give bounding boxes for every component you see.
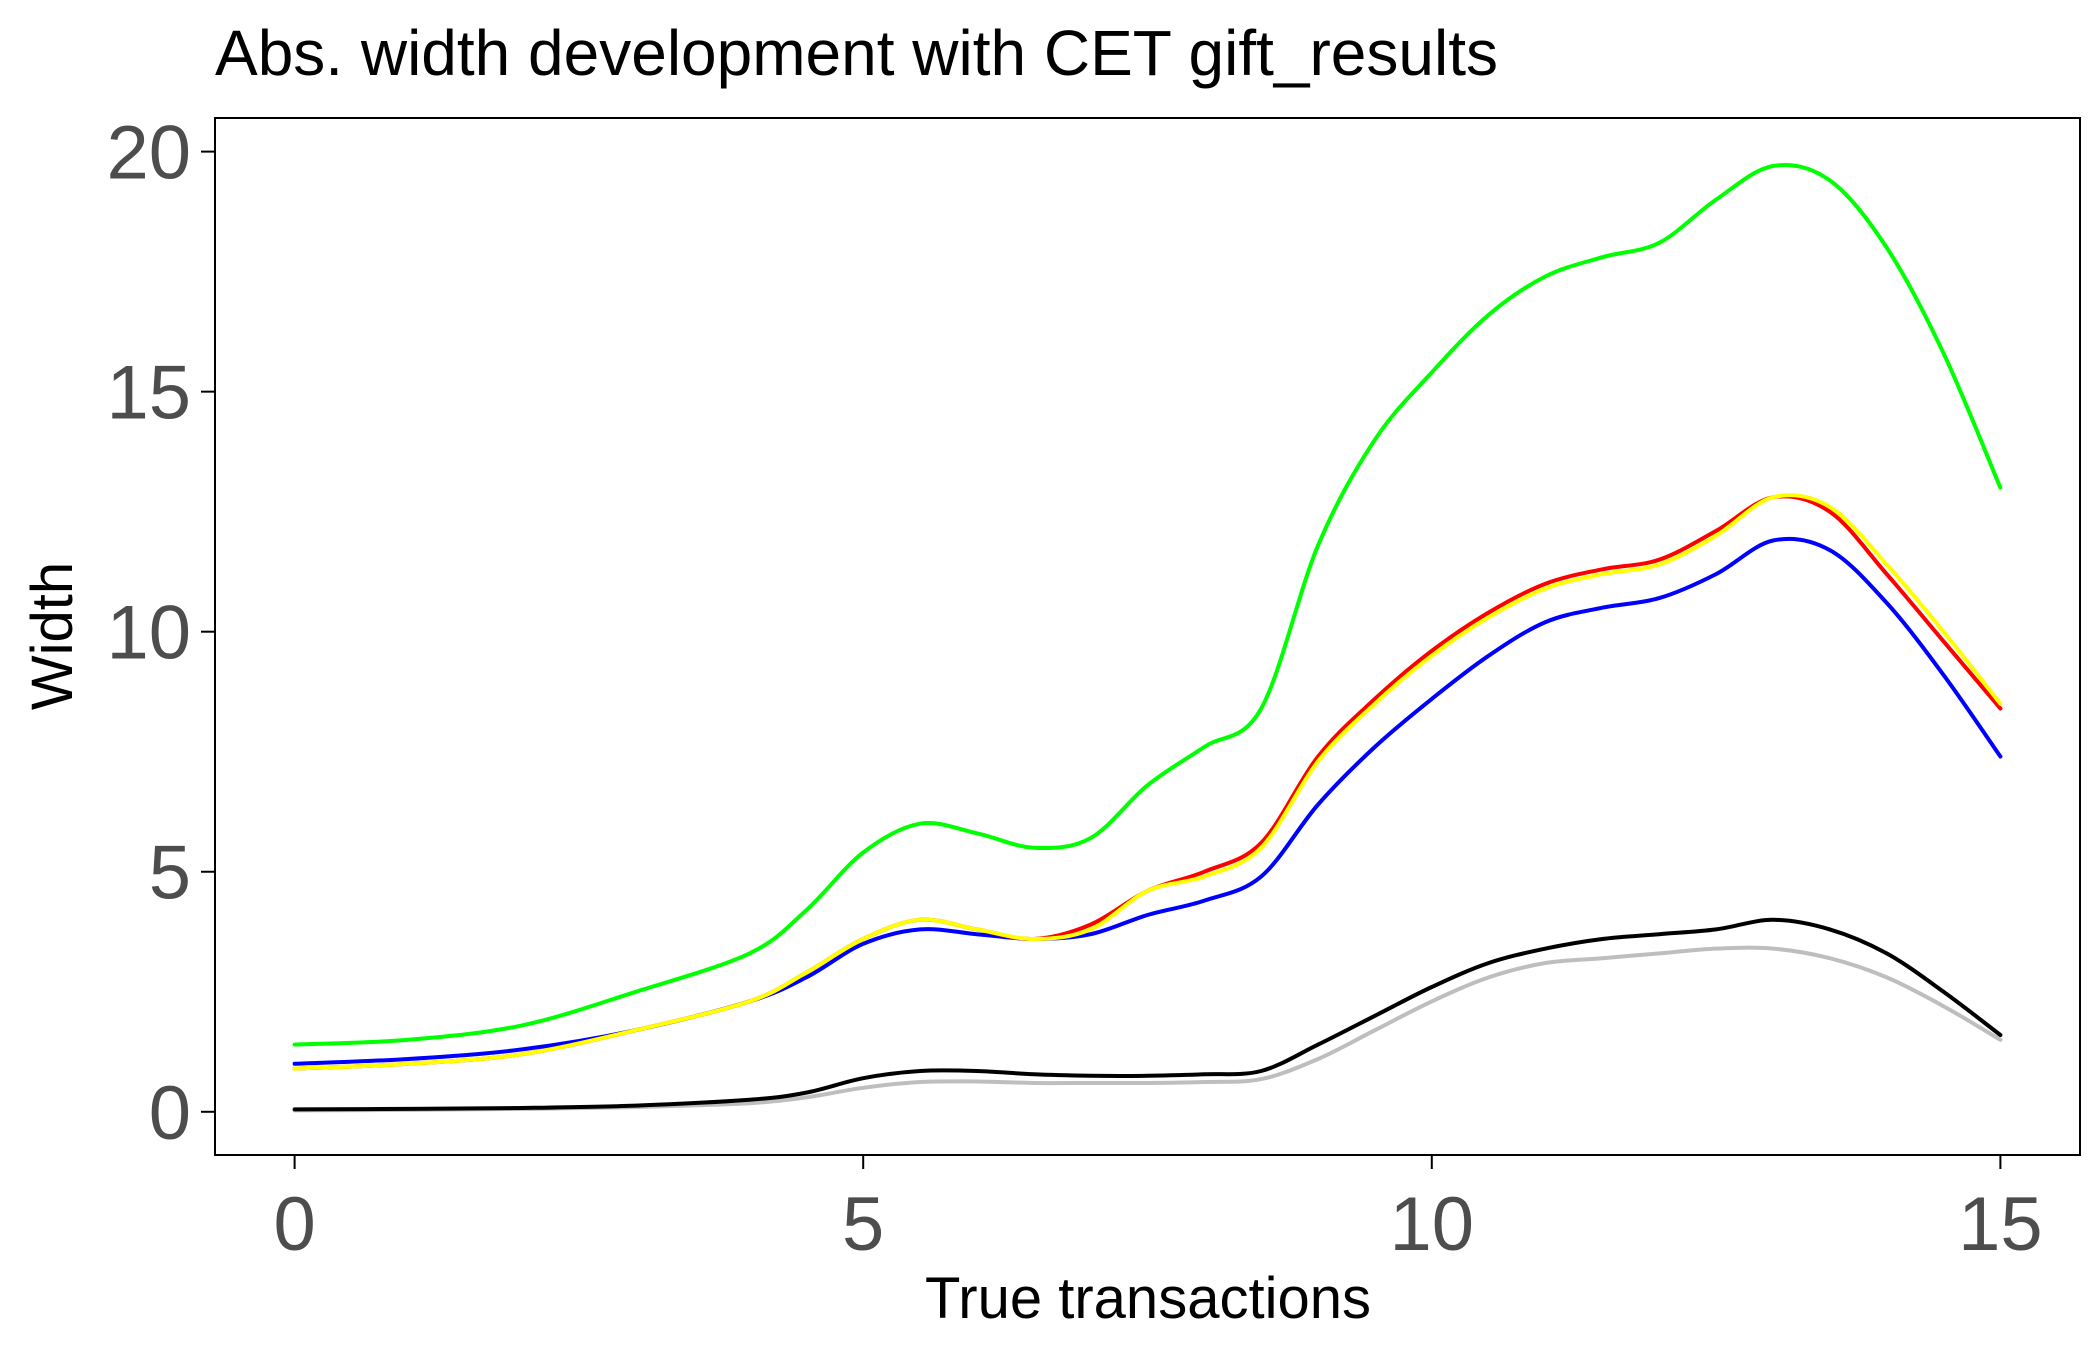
series-line-5 [292,945,2003,1113]
chart-title: Abs. width development with CET gift_res… [215,17,1498,89]
y-axis-title: Width [20,562,85,710]
y-tick-label-1: 5 [149,831,191,916]
series-layer [292,162,2003,1113]
plot-panel [214,117,2081,1156]
x-axis: 0 5 10 15 [273,1155,2043,1267]
x-tick-label-1: 5 [842,1182,884,1267]
series-line-0 [292,162,2003,1047]
x-tick-label-3: 15 [1958,1182,2043,1267]
series-line-2 [292,493,2003,1071]
x-tick-label-0: 0 [273,1182,315,1267]
x-axis-title: True transactions [925,1266,1371,1331]
y-axis: 0 5 10 15 20 [106,111,215,1156]
y-tick-label-2: 10 [106,591,191,676]
y-tick-label-3: 15 [106,351,191,436]
series-line-4 [292,917,2003,1112]
series-line-3 [292,536,2003,1066]
x-tick-label-2: 10 [1390,1182,1475,1267]
series-line-1 [292,494,2003,1071]
y-tick-label-0: 0 [149,1071,191,1156]
y-tick-label-4: 20 [106,111,191,196]
